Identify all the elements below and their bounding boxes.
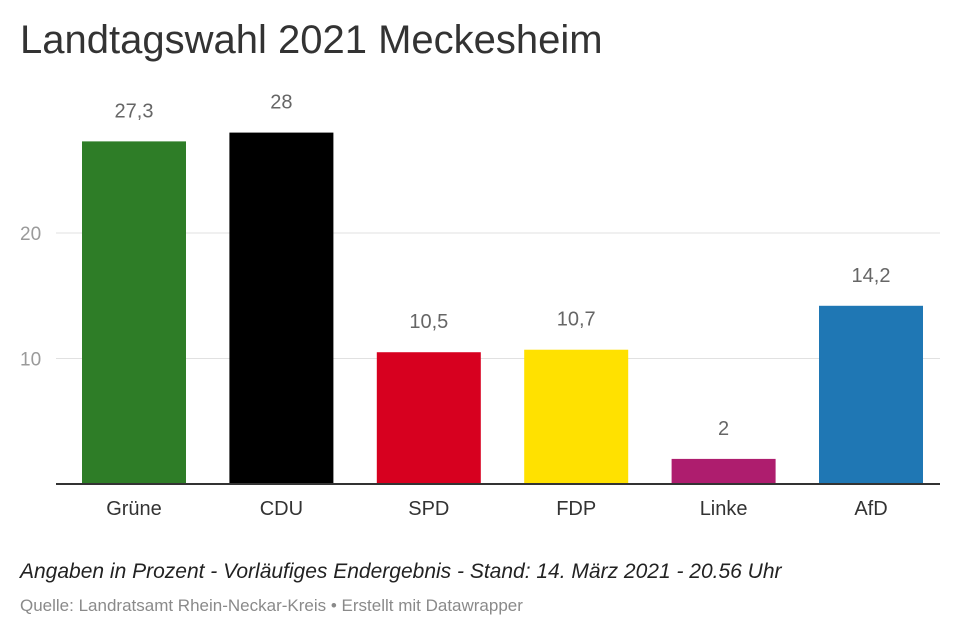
bar-grüne xyxy=(82,141,186,484)
value-label: 28 xyxy=(270,92,292,114)
x-tick-label: AfD xyxy=(854,498,887,520)
x-tick-label: SPD xyxy=(408,498,449,520)
gridlines: 10 20 xyxy=(20,224,940,371)
chart-source: Quelle: Landratsamt Rhein-Neckar-Kreis •… xyxy=(20,596,523,615)
value-labels: 27,3 28 10,5 10,7 2 14,2 xyxy=(115,92,891,440)
x-tick-label: Linke xyxy=(700,498,748,520)
bar-spd xyxy=(376,352,481,484)
y-tick-label: 10 xyxy=(20,350,41,371)
value-label: 10,7 xyxy=(557,309,596,331)
x-tick-label: Grüne xyxy=(106,498,162,520)
x-tick-label: CDU xyxy=(260,498,303,520)
bar-fdp xyxy=(524,349,629,484)
chart-title: Landtagswahl 2021 Meckesheim xyxy=(20,18,603,62)
bar-chart: 10 20 27,3 28 10,5 10,7 2 14,2 Grüne CDU SPD FDP L… xyxy=(20,92,940,520)
chart-notes: Angaben in Prozent - Vorläufiges Enderge… xyxy=(20,560,782,583)
bar-afd xyxy=(819,305,923,484)
y-tick-label: 20 xyxy=(20,224,41,245)
x-axis-labels: Grüne CDU SPD FDP Linke AfD xyxy=(106,498,887,520)
value-label: 10,5 xyxy=(409,311,448,333)
bar-linke xyxy=(671,458,776,484)
value-label: 14,2 xyxy=(852,265,891,287)
value-label: 2 xyxy=(718,418,729,440)
x-tick-label: FDP xyxy=(556,498,596,520)
value-label: 27,3 xyxy=(115,100,154,122)
bars xyxy=(82,132,923,484)
bar-cdu xyxy=(229,132,334,484)
